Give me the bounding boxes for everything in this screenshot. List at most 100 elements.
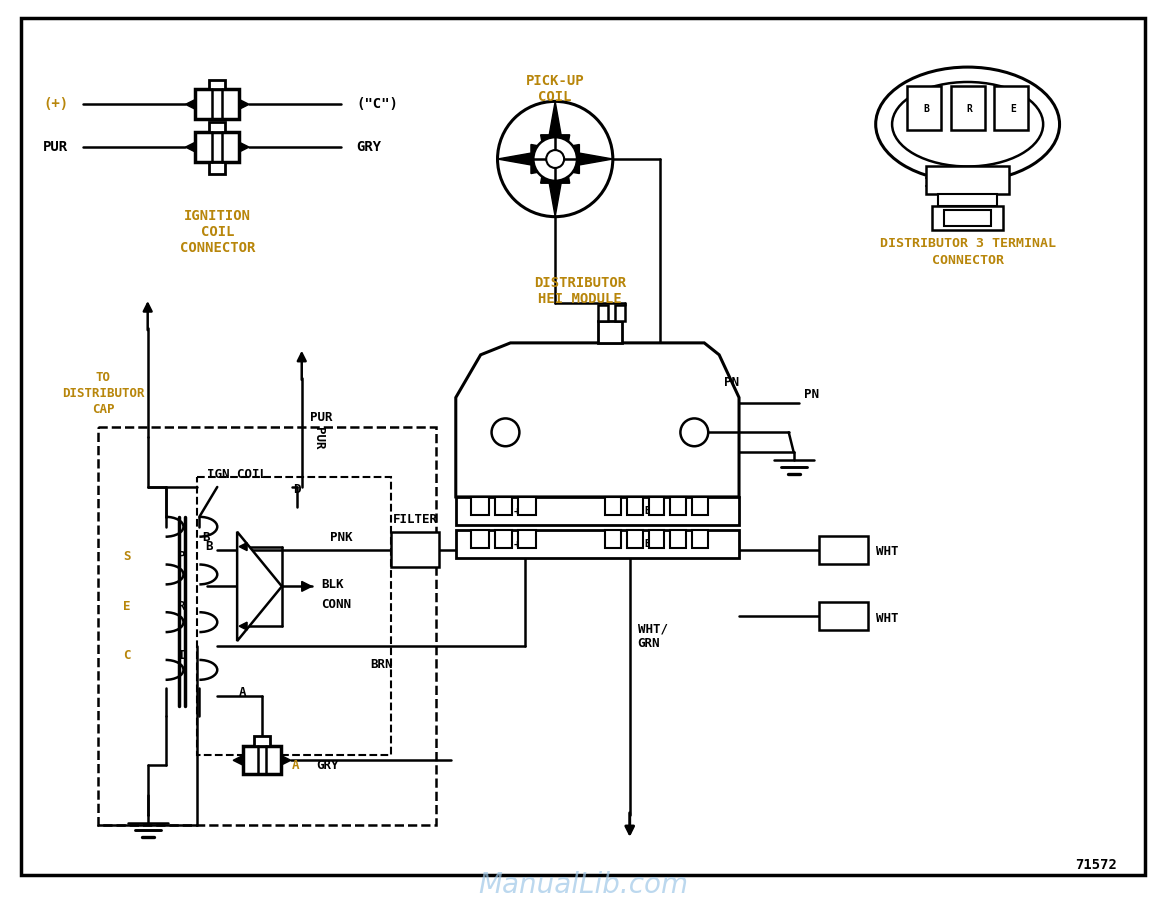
Polygon shape <box>498 144 580 174</box>
Text: FILTER: FILTER <box>393 514 437 526</box>
Text: WHT: WHT <box>876 545 899 558</box>
Text: B: B <box>205 540 212 553</box>
Circle shape <box>681 418 708 446</box>
Text: C: C <box>124 650 131 662</box>
Text: BRE: BRE <box>645 505 665 516</box>
Bar <box>210 79 225 89</box>
Text: BLK: BLK <box>322 578 344 591</box>
Bar <box>98 427 436 825</box>
Bar <box>648 497 665 514</box>
Text: WHT/
GRN: WHT/ GRN <box>638 622 668 651</box>
Polygon shape <box>531 144 613 174</box>
Text: B: B <box>202 532 210 544</box>
Text: BRN: BRN <box>370 658 393 671</box>
Bar <box>598 321 621 343</box>
Circle shape <box>498 102 613 216</box>
Bar <box>907 86 941 131</box>
Bar <box>819 536 869 563</box>
Bar <box>519 497 536 514</box>
Polygon shape <box>185 142 196 152</box>
Text: CAP: CAP <box>92 403 114 416</box>
Polygon shape <box>541 135 570 216</box>
Text: PUR: PUR <box>43 140 68 154</box>
Text: ManualLib.com: ManualLib.com <box>478 870 688 898</box>
Bar <box>196 132 239 162</box>
Text: PN: PN <box>724 376 739 389</box>
Text: CONN: CONN <box>322 597 352 611</box>
Polygon shape <box>233 755 243 765</box>
Circle shape <box>546 150 564 168</box>
Bar <box>627 530 642 548</box>
Polygon shape <box>237 532 282 641</box>
Ellipse shape <box>876 67 1060 181</box>
Text: R: R <box>967 105 972 114</box>
Text: IGN COIL: IGN COIL <box>208 468 267 480</box>
Text: S: S <box>124 551 131 563</box>
Text: R: R <box>177 600 185 613</box>
Bar <box>926 166 1010 194</box>
Text: PUR: PUR <box>310 411 332 424</box>
Text: COIL: COIL <box>539 90 571 105</box>
Text: IGNITION: IGNITION <box>184 209 251 223</box>
Text: A: A <box>238 686 246 699</box>
Text: GRY: GRY <box>317 759 339 772</box>
Text: +C: +C <box>514 539 527 549</box>
Bar <box>519 530 536 548</box>
Circle shape <box>492 418 519 446</box>
Text: E: E <box>1011 105 1017 114</box>
Bar <box>819 602 869 630</box>
Bar <box>937 194 997 205</box>
Polygon shape <box>239 542 247 551</box>
Bar <box>456 497 739 524</box>
Text: PN: PN <box>803 388 819 401</box>
Text: E: E <box>124 600 131 613</box>
Polygon shape <box>185 99 196 109</box>
Text: CONNECTOR: CONNECTOR <box>932 254 1004 267</box>
Bar <box>670 497 687 514</box>
Bar <box>932 205 1004 230</box>
Text: WHT: WHT <box>876 612 899 624</box>
Bar <box>605 530 620 548</box>
Bar <box>471 530 489 548</box>
Polygon shape <box>281 755 290 765</box>
Ellipse shape <box>892 82 1044 167</box>
Text: DISTRIBUTOR: DISTRIBUTOR <box>534 277 626 290</box>
Text: (+): (+) <box>43 97 68 112</box>
Bar <box>648 530 665 548</box>
Bar <box>494 530 512 548</box>
Text: A: A <box>292 759 300 772</box>
Text: B: B <box>923 105 929 114</box>
Bar <box>494 497 512 514</box>
Bar <box>943 210 991 225</box>
Text: PICK-UP: PICK-UP <box>526 75 584 88</box>
Text: CONNECTOR: CONNECTOR <box>180 241 255 254</box>
Text: BRE: BRE <box>645 539 665 549</box>
Bar <box>693 497 708 514</box>
Text: HEI MODULE: HEI MODULE <box>539 292 621 306</box>
Bar <box>210 162 225 174</box>
Polygon shape <box>239 142 250 152</box>
Bar <box>254 736 271 746</box>
Text: D: D <box>293 484 301 496</box>
Bar <box>391 532 438 568</box>
Polygon shape <box>239 623 247 630</box>
Text: ("C"): ("C") <box>357 97 399 112</box>
Bar <box>995 86 1028 131</box>
Bar <box>950 86 984 131</box>
Text: TO: TO <box>96 371 111 384</box>
Bar <box>197 477 391 755</box>
Text: I: I <box>177 650 185 662</box>
Polygon shape <box>302 581 311 591</box>
Text: PNK: PNK <box>330 532 353 544</box>
Polygon shape <box>456 343 739 497</box>
Text: DISTRIBUTOR 3 TERMINAL: DISTRIBUTOR 3 TERMINAL <box>879 237 1055 250</box>
Bar <box>243 746 281 774</box>
Polygon shape <box>541 102 570 183</box>
Text: +C: +C <box>514 505 527 516</box>
Bar <box>598 305 607 321</box>
Circle shape <box>533 137 577 181</box>
Bar <box>196 89 239 119</box>
Text: PUR: PUR <box>311 427 324 450</box>
Bar <box>210 123 225 132</box>
Bar <box>614 305 625 321</box>
